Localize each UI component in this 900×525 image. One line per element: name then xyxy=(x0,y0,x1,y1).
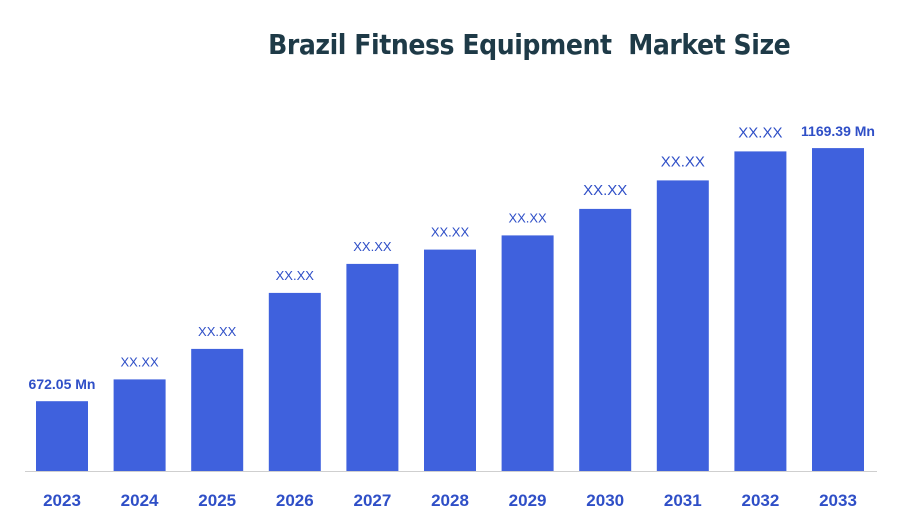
x-tick-label-2027: 2027 xyxy=(353,491,391,510)
bars-layer xyxy=(36,148,864,471)
x-tick-labels-layer: 2023 2024 2025 2026 2027 2028 2029 2030 2031 2032… xyxy=(43,491,857,510)
x-tick-label-2032: 2032 xyxy=(741,491,779,510)
x-tick-label-2029: 2029 xyxy=(509,491,547,510)
chart-title: Brazil Fitness Equipment Market Size xyxy=(268,28,791,61)
x-tick-label-2026: 2026 xyxy=(276,491,314,510)
x-tick-label-2024: 2024 xyxy=(121,491,159,510)
x-tick-label-2030: 2030 xyxy=(586,491,624,510)
bar-2025 xyxy=(191,348,244,471)
data-label-2027: XX.XX xyxy=(353,239,392,254)
bar-2027 xyxy=(346,263,399,471)
bar-2032 xyxy=(734,151,787,471)
data-label-2024: XX.XX xyxy=(120,354,159,369)
bar-2030 xyxy=(579,208,632,471)
x-tick-label-2023: 2023 xyxy=(43,491,81,510)
data-labels-layer: 672.05 Mn XX.XX XX.XX XX.XX XX.XX XX.XX XX.XX X… xyxy=(29,123,875,392)
bar-2024 xyxy=(113,379,166,471)
x-tick-label-2025: 2025 xyxy=(198,491,236,510)
data-label-2032: XX.XX xyxy=(738,124,782,141)
x-tick-label-2028: 2028 xyxy=(431,491,469,510)
bar-2026 xyxy=(268,292,321,471)
x-tick-label-2031: 2031 xyxy=(664,491,702,510)
bar-2033 xyxy=(812,148,864,471)
bar-2023 xyxy=(36,401,88,471)
data-label-2028: XX.XX xyxy=(431,225,470,240)
data-label-2030: XX.XX xyxy=(583,182,627,199)
data-label-2033: 1169.39 Mn xyxy=(801,123,875,139)
data-label-2026: XX.XX xyxy=(276,268,315,283)
bar-2029 xyxy=(501,235,554,471)
data-label-2031: XX.XX xyxy=(661,153,705,170)
bar-2028 xyxy=(424,249,476,471)
data-label-2025: XX.XX xyxy=(198,324,237,339)
bar-2031 xyxy=(656,180,709,471)
data-label-2023: 672.05 Mn xyxy=(29,376,96,392)
x-tick-label-2033: 2033 xyxy=(819,491,857,510)
data-label-2029: XX.XX xyxy=(508,210,547,225)
